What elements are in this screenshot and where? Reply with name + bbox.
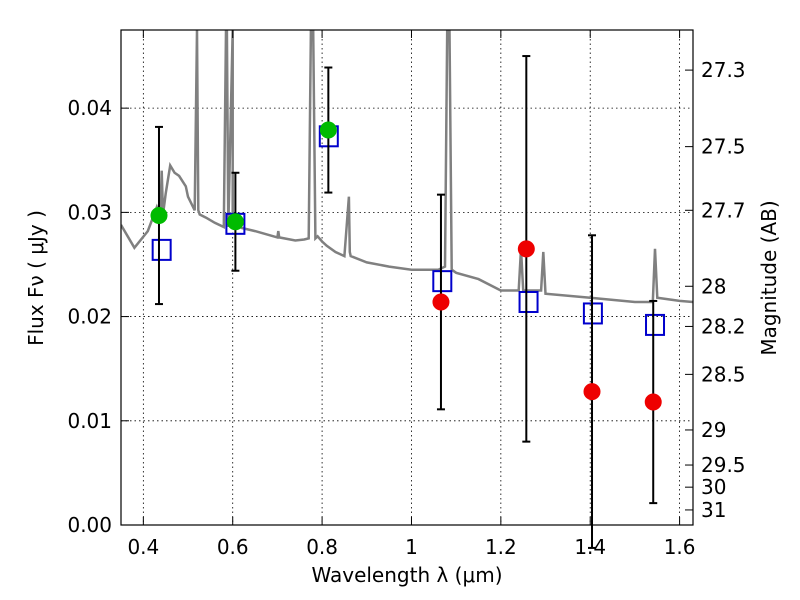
- y2-axis-title: Magnitude (AB): [757, 200, 781, 355]
- observed-optical-point: [319, 121, 337, 139]
- model-photometry-box: [151, 238, 172, 261]
- plot-area: [121, 30, 693, 549]
- mag-tick-label: 31: [701, 498, 726, 522]
- model-photometry-box: [518, 290, 539, 313]
- mag-tick-label: 27.7: [701, 198, 746, 222]
- mag-tick-label: 27.5: [701, 135, 746, 159]
- mag-tick-label: 29.5: [701, 453, 746, 477]
- y-tick-label: 0.01: [67, 409, 112, 433]
- model-photometry-box: [432, 270, 453, 293]
- observed-nir-point: [432, 293, 450, 311]
- x-tick-label: 0.6: [217, 535, 249, 559]
- x-tick-label: 0.4: [127, 535, 159, 559]
- mag-tick-label: 30: [701, 475, 726, 499]
- x-tick-label: 1: [405, 535, 418, 559]
- plot-frame: [120, 29, 694, 526]
- observed-nir-point: [517, 240, 535, 258]
- axis-ticks: 0.4 0.6 0.8 1 1.2 1.4 1.6 0.00 0.01 0.02 0.03 0.04 2…: [67, 30, 746, 559]
- y-tick-label: 0.00: [67, 513, 112, 537]
- observed-nir-point: [583, 383, 601, 401]
- model-spectrum-line: [121, 30, 693, 304]
- y-tick-label: 0.04: [67, 96, 112, 120]
- mag-tick-label: 29: [701, 418, 726, 442]
- observed-optical-point: [150, 206, 168, 224]
- y-tick-label: 0.02: [67, 305, 112, 329]
- x-tick-label: 1.6: [664, 535, 696, 559]
- mag-tick-label: 28.5: [701, 362, 746, 386]
- x-tick-label: 1.2: [485, 535, 517, 559]
- data-marks: [150, 55, 666, 549]
- mag-tick-label: 28.2: [701, 314, 746, 338]
- x-tick-label: 1.4: [574, 535, 606, 559]
- x-tick-label: 0.8: [306, 535, 338, 559]
- mag-tick-label: 28: [701, 274, 726, 298]
- y-tick-label: 0.03: [67, 200, 112, 224]
- model-photometry-box: [645, 313, 666, 336]
- observed-optical-point: [226, 213, 244, 231]
- mag-tick-label: 27.3: [701, 58, 746, 82]
- grid-lines: [121, 30, 693, 526]
- y-axis-title: Flux Fν ( μJy ): [24, 210, 48, 346]
- x-axis-title: Wavelength λ (μm): [311, 563, 502, 587]
- observed-nir-point: [644, 393, 662, 411]
